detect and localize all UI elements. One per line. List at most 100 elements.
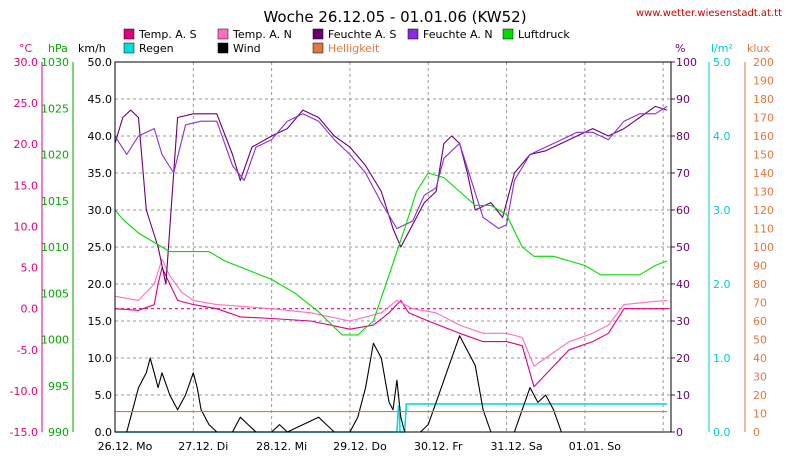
tick-label-humidity: 60 bbox=[676, 204, 690, 217]
axis-unit-rain: l/m² bbox=[711, 42, 733, 55]
tick-label-temp: 0.0 bbox=[21, 303, 39, 316]
tick-label-pressure: 1030 bbox=[41, 56, 69, 69]
legend-label: Feuchte A. S bbox=[328, 28, 396, 41]
legend-label: Temp. A. N bbox=[232, 28, 292, 41]
tick-label-light: 140 bbox=[753, 167, 774, 180]
x-tick-label: 01.01. So bbox=[569, 440, 621, 453]
axis-labels: °C hPa km/h% l/m² klux bbox=[19, 42, 770, 55]
tick-label-light: 150 bbox=[753, 149, 774, 162]
legend-label: Feuchte A. N bbox=[423, 28, 493, 41]
tick-label-humidity: 0 bbox=[676, 426, 683, 439]
series-feuchte-a-s bbox=[114, 105, 668, 285]
tick-label-pressure: 1005 bbox=[41, 287, 69, 300]
tick-label-rain: 0.0 bbox=[713, 426, 731, 439]
tick-label-light: 90 bbox=[753, 260, 767, 273]
legend-label: Luftdruck bbox=[518, 28, 570, 41]
source-url: www.wetter.wiesenstadt.at.tt bbox=[636, 8, 782, 19]
tick-label-pressure: 1010 bbox=[41, 241, 69, 254]
legend-swatch bbox=[217, 28, 229, 40]
legend-label: Wind bbox=[233, 42, 261, 55]
tick-label-light: 160 bbox=[753, 130, 774, 143]
tick-label-light: 200 bbox=[753, 56, 774, 69]
legend-label: Helligkeit bbox=[328, 42, 380, 55]
tick-label-wind: 45.0 bbox=[88, 93, 113, 106]
tick-label-light: 20 bbox=[753, 389, 767, 402]
tick-label-humidity: 90 bbox=[676, 93, 690, 106]
legend-swatch bbox=[123, 42, 135, 54]
tick-label-light: 190 bbox=[753, 75, 774, 88]
tick-label-light: 70 bbox=[753, 297, 767, 310]
series-temp-a-n bbox=[114, 258, 668, 367]
tick-label-light: 50 bbox=[753, 334, 767, 347]
x-tick-label: 30.12. Fr bbox=[414, 440, 463, 453]
tick-label-temp: -5.0 bbox=[17, 344, 38, 357]
legend: Temp. A. S Temp. A. N Feuchte A. S Feuchte … bbox=[123, 28, 570, 55]
tick-label-wind: 50.0 bbox=[88, 56, 113, 69]
tick-label-pressure: 1000 bbox=[41, 334, 69, 347]
tick-label-wind: 35.0 bbox=[88, 167, 113, 180]
tick-label-wind: 0.0 bbox=[95, 426, 113, 439]
tick-label-light: 10 bbox=[753, 408, 767, 421]
tick-label-humidity: 10 bbox=[676, 389, 690, 402]
axis-unit-pressure: hPa bbox=[48, 42, 68, 55]
x-tick-label: 29.12. Do bbox=[333, 440, 387, 453]
tick-label-pressure: 990 bbox=[48, 426, 69, 439]
tick-label-temp: 10.0 bbox=[14, 220, 39, 233]
axis-unit-wind: km/h bbox=[78, 42, 106, 55]
legend-swatch bbox=[217, 42, 229, 54]
x-tick-label: 26.12. Mo bbox=[98, 440, 153, 453]
tick-label-light: 80 bbox=[753, 278, 767, 291]
tick-label-temp: 5.0 bbox=[21, 262, 39, 275]
tick-label-humidity: 100 bbox=[676, 56, 697, 69]
tick-label-pressure: 1015 bbox=[41, 195, 69, 208]
tick-label-temp: 25.0 bbox=[14, 97, 39, 110]
tick-label-temp: 20.0 bbox=[14, 138, 39, 151]
tick-label-humidity: 30 bbox=[676, 315, 690, 328]
tick-label-humidity: 50 bbox=[676, 241, 690, 254]
tick-label-humidity: 40 bbox=[676, 278, 690, 291]
tick-label-light: 40 bbox=[753, 352, 767, 365]
tick-label-light: 0 bbox=[753, 426, 760, 439]
tick-label-light: 130 bbox=[753, 186, 774, 199]
tick-label-wind: 5.0 bbox=[95, 389, 113, 402]
chart-title: Woche 26.12.05 - 01.01.06 (KW52) bbox=[263, 8, 526, 26]
tick-label-humidity: 80 bbox=[676, 130, 690, 143]
tick-label-temp: 30.0 bbox=[14, 56, 39, 69]
tick-label-wind: 40.0 bbox=[88, 130, 113, 143]
tick-label-pressure: 1025 bbox=[41, 102, 69, 115]
series-luftdruck bbox=[114, 172, 668, 336]
axis-unit-temp: °C bbox=[19, 42, 33, 55]
tick-label-light: 100 bbox=[753, 241, 774, 254]
series-feuchte-a-n bbox=[114, 105, 668, 230]
legend-swatch bbox=[502, 28, 514, 40]
tick-label-temp: 15.0 bbox=[14, 179, 39, 192]
legend-swatch bbox=[312, 42, 324, 54]
legend-swatch bbox=[123, 28, 135, 40]
tick-label-humidity: 20 bbox=[676, 352, 690, 365]
tick-label-rain: 5.0 bbox=[713, 56, 731, 69]
tick-label-wind: 30.0 bbox=[88, 204, 113, 217]
tick-label-rain: 3.0 bbox=[713, 204, 731, 217]
tick-label-light: 110 bbox=[753, 223, 774, 236]
legend-label: Temp. A. S bbox=[138, 28, 197, 41]
legend-swatch bbox=[407, 28, 419, 40]
tick-label-temp: -15.0 bbox=[10, 426, 38, 439]
plot-frame bbox=[114, 61, 672, 433]
tick-label-humidity: 70 bbox=[676, 167, 690, 180]
tick-label-light: 170 bbox=[753, 112, 774, 125]
tick-label-wind: 15.0 bbox=[88, 315, 113, 328]
tick-label-pressure: 995 bbox=[48, 380, 69, 393]
tick-label-light: 30 bbox=[753, 371, 767, 384]
x-tick-label: 31.12. Sa bbox=[490, 440, 542, 453]
tick-label-light: 120 bbox=[753, 204, 774, 217]
x-tick-label: 27.12. Di bbox=[178, 440, 228, 453]
tick-label-light: 60 bbox=[753, 315, 767, 328]
tick-label-rain: 1.0 bbox=[713, 352, 731, 365]
x-tick-label: 28.12. Mi bbox=[256, 440, 307, 453]
series-regen bbox=[115, 403, 668, 433]
legend-swatch bbox=[312, 28, 324, 40]
series-temp-a-s bbox=[114, 267, 668, 388]
tick-labels: 30.0 25.0 20.0 15.0 10.0 5.0 0.0 -5.0 -10.0 -15.0… bbox=[10, 56, 774, 453]
